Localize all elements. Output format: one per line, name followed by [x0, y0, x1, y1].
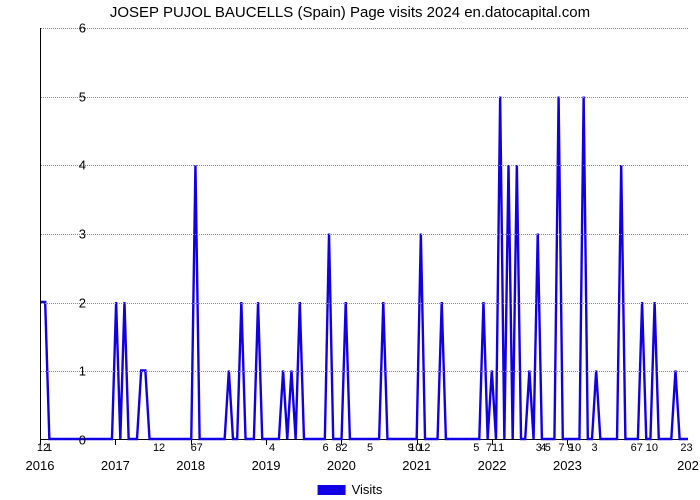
- x-point-label: 4: [269, 442, 275, 454]
- gridline: [41, 165, 688, 166]
- x-point-label: 2: [424, 442, 430, 454]
- y-tick-label: 6: [46, 21, 86, 36]
- x-year-tick: [115, 440, 116, 445]
- y-tick-label: 5: [46, 89, 86, 104]
- x-point-label: 2: [159, 442, 165, 454]
- gridline: [41, 303, 688, 304]
- x-point-label: 1: [498, 442, 504, 454]
- gridline: [41, 97, 688, 98]
- x-year-tick: [266, 440, 267, 445]
- x-year-label: 2018: [176, 458, 205, 473]
- line-chart: JOSEP PUJOL BAUCELLS (Spain) Page visits…: [0, 0, 700, 500]
- x-point-label: 7: [558, 442, 564, 454]
- y-tick-label: 3: [46, 227, 86, 242]
- x-point-label: 7: [637, 442, 643, 454]
- x-year-label: 2020: [327, 458, 356, 473]
- x-year-label: 2022: [478, 458, 507, 473]
- x-point-label: 5: [367, 442, 373, 454]
- chart-title: JOSEP PUJOL BAUCELLS (Spain) Page visits…: [0, 4, 700, 21]
- x-year-label-end: 202: [677, 458, 699, 473]
- legend-swatch: [318, 485, 346, 495]
- x-point-label: 10: [569, 442, 581, 454]
- x-point-label: 7: [197, 442, 203, 454]
- y-tick-label: 1: [46, 364, 86, 379]
- x-year-label: 2021: [402, 458, 431, 473]
- y-tick-label: 2: [46, 295, 86, 310]
- x-year-label: 2019: [252, 458, 281, 473]
- x-point-label: 5: [473, 442, 479, 454]
- x-point-label: 3: [592, 442, 598, 454]
- gridline: [41, 234, 688, 235]
- x-point-label: 2: [341, 442, 347, 454]
- x-point-label: 5: [545, 442, 551, 454]
- y-tick-label: 4: [46, 158, 86, 173]
- legend-label: Visits: [352, 482, 383, 497]
- x-year-label: 2017: [101, 458, 130, 473]
- legend: Visits: [318, 482, 383, 497]
- gridline: [41, 371, 688, 372]
- x-point-label: 6: [323, 442, 329, 454]
- x-year-label: 2016: [26, 458, 55, 473]
- visits-line: [41, 97, 688, 439]
- plot-area: [40, 28, 688, 440]
- x-year-label: 2023: [553, 458, 582, 473]
- x-point-label: 3: [686, 442, 692, 454]
- x-point-label: 1: [46, 442, 52, 454]
- gridline: [41, 28, 688, 29]
- x-point-label: 10: [646, 442, 658, 454]
